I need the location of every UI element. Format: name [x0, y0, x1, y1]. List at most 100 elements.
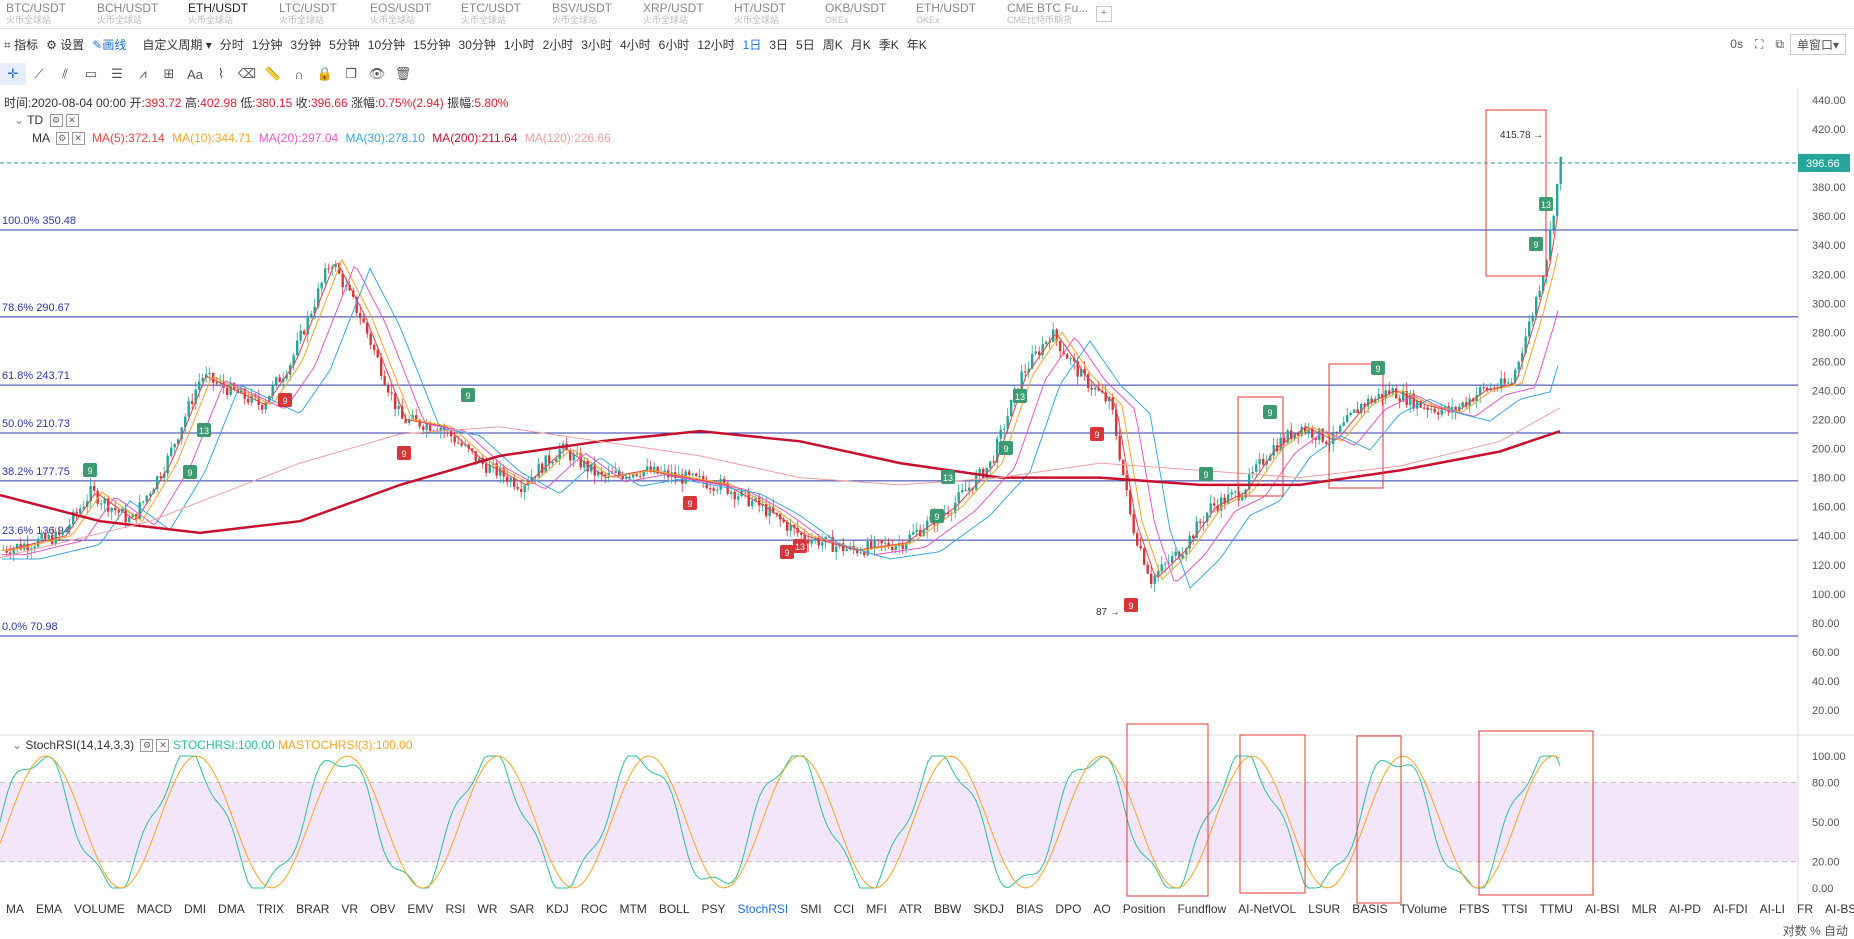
symbol-tab[interactable]: XRP/USDT 火币全球站 — [637, 0, 728, 28]
visibility-icon[interactable]: 👁 — [368, 66, 386, 81]
symbol-tab[interactable]: BTC/USDT 火币全球站 — [0, 0, 91, 28]
period-option[interactable]: 月K — [850, 37, 871, 52]
indicator-tab[interactable]: EMV — [407, 902, 434, 916]
collapse-icon[interactable]: ⌄ — [14, 113, 25, 127]
indicator-tab[interactable]: Fundflow — [1177, 902, 1227, 916]
indicator-tab[interactable]: OBV — [370, 902, 396, 916]
channel-tool-icon[interactable]: ⫽ — [62, 66, 68, 81]
indicator-tab[interactable]: WR — [477, 902, 498, 916]
indicator-tab[interactable]: AI-NetVOL — [1238, 902, 1297, 916]
indicator-tab[interactable]: RSI — [445, 902, 466, 916]
symbol-tab[interactable]: ETH/USDT OKEx — [910, 0, 1001, 28]
rectangle-tool-icon[interactable]: ▭ — [84, 66, 98, 81]
window-mode-dropdown[interactable]: 单窗口▾ — [1789, 33, 1846, 55]
indicator-tab[interactable]: MFI — [866, 902, 887, 916]
indicator-tab[interactable]: MACD — [136, 902, 173, 916]
indicator-tab[interactable]: KDJ — [546, 902, 569, 916]
ma-close-icon[interactable]: ✕ — [71, 132, 85, 146]
indicator-tab[interactable]: DPO — [1055, 902, 1082, 916]
draw-button[interactable]: ✎画线 — [88, 36, 130, 53]
period-option[interactable]: 1日 — [742, 37, 762, 52]
period-option[interactable]: 1分钟 — [251, 37, 283, 52]
symbol-tab[interactable]: LTC/USDT 火币全球站 — [273, 0, 364, 28]
indicator-tab[interactable]: BIAS — [1016, 902, 1044, 916]
indicator-tab[interactable]: DMI — [184, 902, 207, 916]
indicator-tab[interactable]: SAR — [509, 902, 535, 916]
ruler-icon[interactable]: 📏 — [264, 66, 282, 81]
symbol-tab[interactable]: BSV/USDT 火币全球站 — [546, 0, 637, 28]
indicator-tab[interactable]: MLR — [1631, 902, 1657, 916]
period-option[interactable]: 分时 — [219, 37, 244, 52]
indicator-tab[interactable]: Position — [1122, 902, 1166, 916]
crosshair-icon[interactable]: ✛ — [0, 63, 26, 85]
delete-icon[interactable]: 🗑 — [394, 66, 412, 81]
period-option[interactable]: 年K — [906, 37, 927, 52]
period-option[interactable]: 5日 — [796, 37, 815, 52]
indicator-tab[interactable]: TVolume — [1399, 902, 1447, 916]
indicator-tab[interactable]: ROC — [580, 902, 608, 916]
td-close-icon[interactable]: ✕ — [65, 114, 79, 128]
settings-button[interactable]: ⚙ 设置 — [42, 36, 88, 53]
period-option[interactable]: 周K — [822, 37, 843, 52]
symbol-tab[interactable]: CME BTC Fu... CME比特币期货 — [1001, 0, 1092, 28]
custom-period-dropdown[interactable]: 自定义周期 ▾ — [138, 36, 215, 53]
indicator-tab[interactable]: StochRSI — [737, 902, 789, 916]
pattern-tool-icon[interactable]: ⩘ — [139, 66, 147, 81]
add-tab-button[interactable]: + — [1096, 6, 1112, 22]
indicator-tab[interactable]: BBW — [934, 902, 962, 916]
price-chart[interactable]: 440.00420.00400.00380.00360.00340.00320.… — [0, 88, 1854, 918]
indicator-tab[interactable]: PSY — [701, 902, 726, 916]
indicator-tab[interactable]: SKDJ — [973, 902, 1005, 916]
period-option[interactable]: 3日 — [769, 37, 789, 52]
indicator-tab[interactable]: BRAR — [296, 902, 330, 916]
indicator-tab[interactable]: BOLL — [658, 902, 690, 916]
symbol-tab[interactable]: ETC/USDT 火币全球站 — [455, 0, 546, 28]
indicator-tab[interactable]: EMA — [36, 902, 63, 916]
period-option[interactable]: 5分钟 — [329, 37, 360, 52]
period-option[interactable]: 10分钟 — [367, 37, 406, 52]
indicator-tab[interactable]: SMI — [800, 902, 822, 916]
indicator-tab[interactable]: DMA — [218, 902, 245, 916]
eraser-icon[interactable]: ⌫ — [237, 66, 257, 81]
period-option[interactable]: 1小时 — [503, 37, 535, 52]
period-option[interactable]: 30分钟 — [458, 37, 496, 52]
indicator-tab[interactable]: AI-BSI — [1584, 902, 1620, 916]
period-option[interactable]: 季K — [878, 37, 899, 52]
snapshot-icon[interactable]: ⧉ — [1775, 36, 1784, 51]
collapse-icon[interactable]: ⌄ — [12, 738, 23, 752]
indicator-tab[interactable]: TRIX — [256, 902, 285, 916]
stoch-settings-icon[interactable]: ⚙ — [140, 739, 154, 753]
indicator-tab[interactable]: FTBS — [1458, 902, 1490, 916]
period-option[interactable]: 12小时 — [697, 37, 735, 52]
magnet-icon[interactable]: ∩ — [294, 66, 304, 82]
ma-settings-icon[interactable]: ⚙ — [55, 132, 69, 146]
td-settings-icon[interactable]: ⚙ — [49, 114, 63, 128]
symbol-tab[interactable]: BCH/USDT 火币全球站 — [91, 0, 182, 28]
indicator-tab[interactable]: MTM — [619, 902, 647, 916]
indicator-tab[interactable]: BASIS — [1352, 902, 1388, 916]
indicator-tab[interactable]: CCI — [833, 902, 855, 916]
measure-tool-icon[interactable]: ⊞ — [163, 66, 175, 81]
symbol-tab[interactable]: EOS/USDT 火币全球站 — [364, 0, 455, 28]
indicator-tab[interactable]: VR — [341, 902, 359, 916]
indicator-tab[interactable]: AI-FDI — [1712, 902, 1748, 916]
brush-tool-icon[interactable]: ⌇ — [217, 66, 225, 81]
copy-icon[interactable]: ❐ — [345, 66, 357, 81]
lock-icon[interactable]: 🔒 — [316, 66, 334, 81]
scale-options[interactable]: 对数 % 自动 — [1782, 924, 1848, 938]
indicator-tab[interactable]: AI-PD — [1668, 902, 1701, 916]
indicator-tab[interactable]: MA — [6, 902, 24, 916]
indicator-tab[interactable]: TTMU — [1539, 902, 1573, 916]
indicator-tab[interactable]: AI-BST — [1825, 902, 1854, 916]
line-tool-icon[interactable]: ⟋ — [34, 66, 44, 81]
period-option[interactable]: 15分钟 — [413, 37, 451, 52]
fullscreen-icon[interactable]: ⛶ — [1754, 36, 1764, 51]
indicator-tab[interactable]: LSUR — [1308, 902, 1341, 916]
period-option[interactable]: 3小时 — [581, 37, 612, 52]
indicator-button[interactable]: ⌗ 指标 — [0, 36, 42, 53]
period-option[interactable]: 4小时 — [619, 37, 651, 52]
indicator-tab[interactable]: VOLUME — [74, 902, 125, 916]
text-tool-icon[interactable]: Aa — [187, 66, 203, 82]
indicator-tab[interactable]: AO — [1093, 902, 1111, 916]
period-option[interactable]: 3分钟 — [290, 37, 322, 52]
